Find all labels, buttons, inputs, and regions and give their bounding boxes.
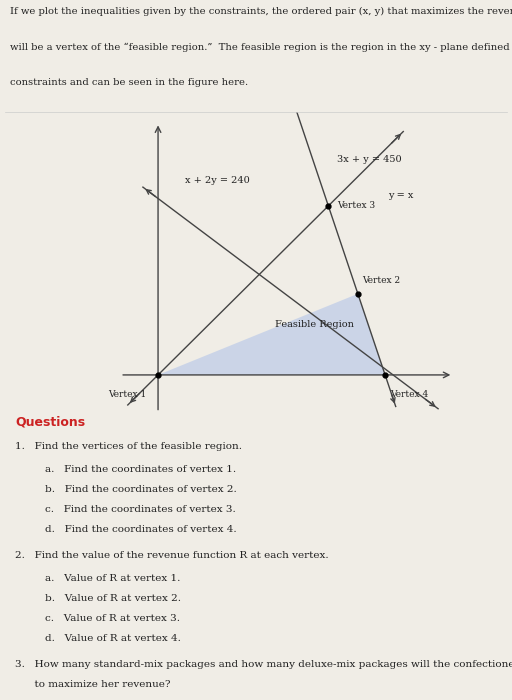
Text: a.   Find the coordinates of vertex 1.: a. Find the coordinates of vertex 1. [45, 465, 236, 474]
Text: c.   Value of R at vertex 3.: c. Value of R at vertex 3. [45, 614, 180, 623]
Text: will be a vertex of the “feasible region.”  The feasible region is the region in: will be a vertex of the “feasible region… [10, 43, 512, 52]
Text: Feasible Region: Feasible Region [275, 320, 354, 329]
Text: c.   Find the coordinates of vertex 3.: c. Find the coordinates of vertex 3. [45, 505, 236, 514]
Text: a.   Value of R at vertex 1.: a. Value of R at vertex 1. [45, 574, 180, 582]
Text: y = x: y = x [388, 190, 414, 199]
Text: If we plot the inequalities given by the constraints, the ordered pair (x, y) th: If we plot the inequalities given by the… [10, 7, 512, 16]
Text: b.   Value of R at vertex 2.: b. Value of R at vertex 2. [45, 594, 181, 603]
Text: 1.   Find the vertices of the feasible region.: 1. Find the vertices of the feasible reg… [15, 442, 242, 451]
Text: Vertex 1: Vertex 1 [108, 390, 146, 399]
Text: 3.   How many standard-mix packages and how many deluxe-mix packages will the co: 3. How many standard-mix packages and ho… [15, 660, 512, 668]
Text: to maximize her revenue?: to maximize her revenue? [15, 680, 170, 689]
Text: 2.   Find the value of the revenue function R at each vertex.: 2. Find the value of the revenue functio… [15, 551, 329, 560]
Text: Vertex 2: Vertex 2 [362, 276, 400, 285]
Polygon shape [158, 206, 385, 375]
Text: Vertex 3: Vertex 3 [337, 202, 376, 211]
Text: Vertex 4: Vertex 4 [390, 390, 428, 399]
Text: d.   Value of R at vertex 4.: d. Value of R at vertex 4. [45, 634, 181, 643]
Text: constraints and can be seen in the figure here.: constraints and can be seen in the figur… [10, 78, 248, 87]
Text: d.   Find the coordinates of vertex 4.: d. Find the coordinates of vertex 4. [45, 525, 237, 534]
Text: b.   Find the coordinates of vertex 2.: b. Find the coordinates of vertex 2. [45, 484, 237, 494]
Text: Questions: Questions [15, 416, 86, 429]
Text: 3x + y = 450: 3x + y = 450 [337, 155, 401, 164]
Text: x + 2y = 240: x + 2y = 240 [185, 176, 250, 185]
